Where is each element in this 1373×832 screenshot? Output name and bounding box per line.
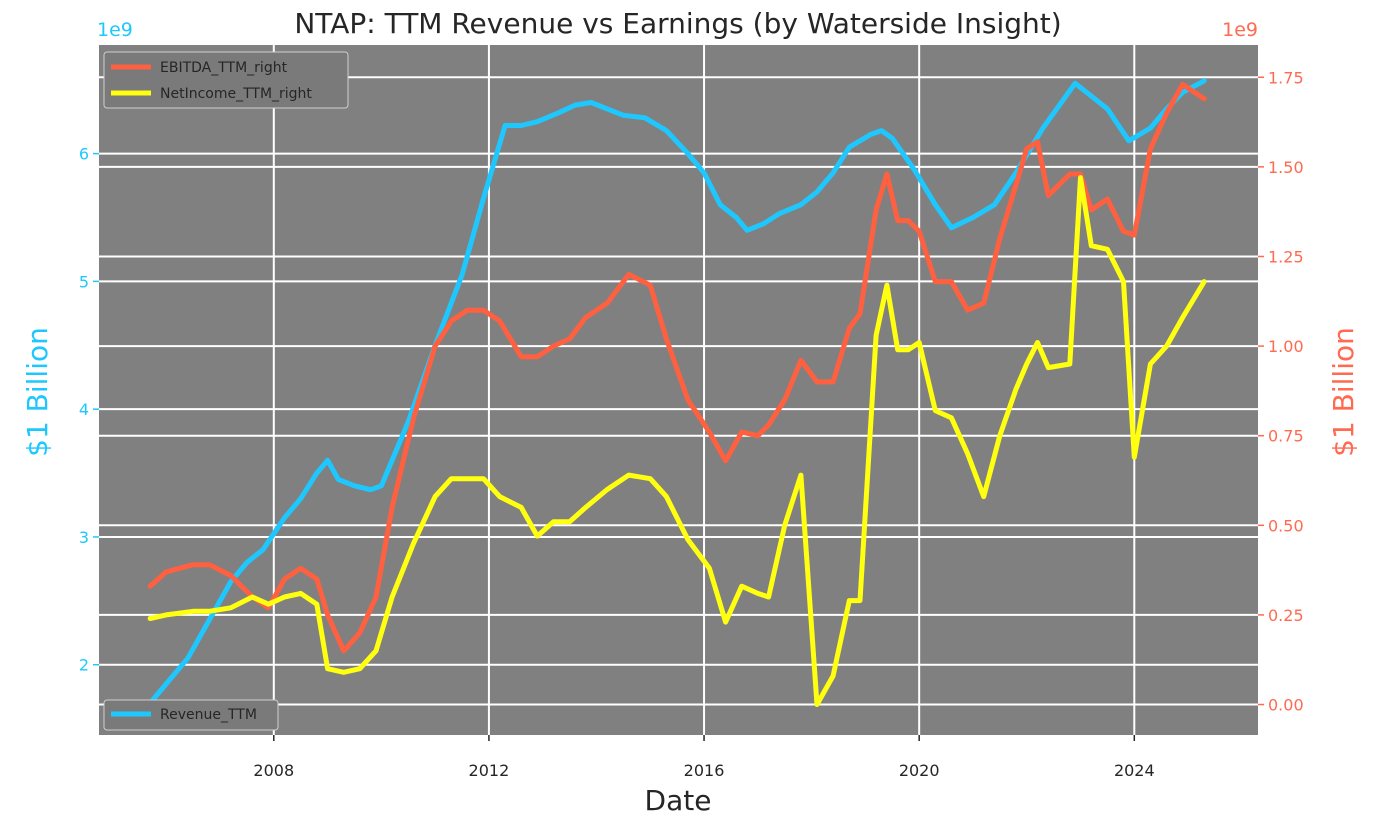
x-tick-label: 2024 xyxy=(1114,761,1155,780)
right-tick-label: 0.50 xyxy=(1268,516,1304,535)
series-line-netincome-ttm-right xyxy=(147,175,1207,707)
legend-frame xyxy=(103,699,279,731)
left-tick-label: 4 xyxy=(79,400,89,419)
grid-lines xyxy=(99,45,1258,735)
right-tick-label: 0.75 xyxy=(1268,427,1304,446)
right-tick-label: 1.75 xyxy=(1268,68,1304,87)
left-tick-label: 3 xyxy=(79,528,89,547)
legend-frame xyxy=(103,51,349,109)
right-tick-label: 1.25 xyxy=(1268,247,1304,266)
right-tick-label: 0.25 xyxy=(1268,606,1304,625)
right-tick-label: 1.50 xyxy=(1268,158,1304,177)
legend-label-revenue: Revenue_TTM xyxy=(160,707,257,723)
left-tick-label: 6 xyxy=(79,145,89,164)
series-line-ebitda-ttm-right xyxy=(147,81,1207,654)
right-axis-ticks: 0.00 0.25 0.50 0.75 1.00 1.25 1.50 1.75 xyxy=(1258,68,1304,715)
series-layer xyxy=(147,78,1207,707)
legend-label-netincome: NetIncome_TTM_right xyxy=(160,86,312,102)
legend-label-ebitda: EBITDA_TTM_right xyxy=(160,60,288,76)
right-axis-offset-label: 1e9 xyxy=(1222,19,1258,41)
x-tick-label: 2020 xyxy=(899,761,940,780)
legend-right-axis: EBITDA_TTM_right NetIncome_TTM_right xyxy=(103,51,349,109)
right-axis-label: $1 Billion xyxy=(1327,327,1360,457)
x-axis-label: Date xyxy=(645,784,712,817)
x-axis-ticks: 2008 2012 2016 2020 2024 xyxy=(253,735,1155,780)
left-tick-label: 2 xyxy=(79,656,89,675)
x-tick-label: 2008 xyxy=(253,761,294,780)
left-axis-offset-label: 1e9 xyxy=(97,19,133,41)
legend-left-axis: Revenue_TTM xyxy=(103,699,279,731)
right-tick-label: 0.00 xyxy=(1268,696,1304,715)
left-axis-label: $1 Billion xyxy=(21,327,54,457)
right-tick-label: 1.00 xyxy=(1268,337,1304,356)
chart-title: NTAP: TTM Revenue vs Earnings (by Waters… xyxy=(294,7,1061,40)
left-axis-ticks: 2 3 4 5 6 xyxy=(79,145,99,675)
x-tick-label: 2016 xyxy=(684,761,725,780)
series-line-revenue-ttm xyxy=(147,78,1207,706)
left-tick-label: 5 xyxy=(79,272,89,291)
x-tick-label: 2012 xyxy=(469,761,510,780)
plot-area xyxy=(99,45,1258,735)
